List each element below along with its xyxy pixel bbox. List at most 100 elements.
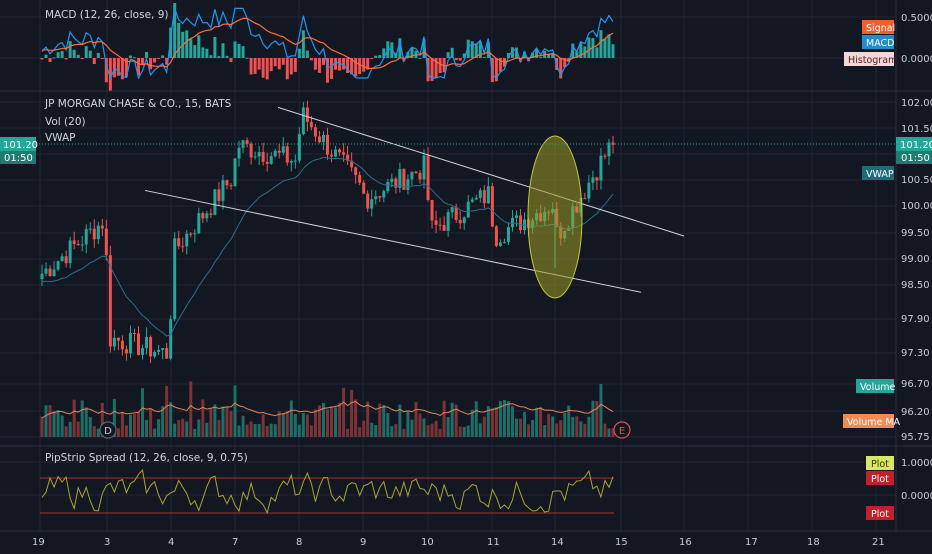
candle-body — [72, 240, 76, 244]
volume-bars — [40, 381, 615, 437]
svg-text:Plot: Plot — [871, 459, 889, 470]
volume-bar — [185, 421, 189, 437]
volume-bar — [124, 425, 128, 437]
candle-body — [398, 169, 402, 188]
svg-text:VWAP: VWAP — [866, 169, 894, 180]
spread-legend[interactable]: PipStrip Spread (12, 26, close, 9, 0.75) — [45, 452, 248, 464]
plot-badge-red-1[interactable]: Plot — [866, 471, 894, 485]
volume-legend[interactable]: Vol (20) — [45, 116, 86, 128]
macd-legend[interactable]: MACD (12, 26, close, 9) — [45, 9, 168, 21]
volume-bar — [442, 400, 446, 437]
histogram-bar — [261, 58, 265, 78]
volume-bar — [486, 406, 490, 437]
highlight-ellipse[interactable] — [527, 135, 583, 299]
volume-bar — [539, 406, 543, 437]
histogram-bar — [56, 52, 60, 58]
plot-badge-red-2[interactable]: Plot — [866, 506, 894, 520]
spread-line — [41, 469, 614, 515]
histogram-bar — [595, 47, 599, 58]
volume-bar — [430, 423, 434, 437]
time-tick: 14 — [551, 537, 564, 548]
volume-bar — [350, 389, 354, 437]
plot-badge-yellow[interactable]: Plot — [866, 456, 894, 470]
histogram-bar — [607, 34, 611, 58]
volume-bar — [571, 416, 575, 437]
last-price-badge[interactable]: 101.20 — [896, 137, 932, 151]
volume-badge[interactable]: Volume — [856, 379, 895, 393]
volume-bar — [514, 418, 518, 437]
earnings-marker[interactable]: E — [613, 421, 631, 439]
dividend-marker[interactable]: D — [99, 421, 117, 439]
candle-body — [157, 349, 161, 353]
volume-bar — [173, 423, 177, 437]
histogram-bar — [293, 58, 297, 72]
symbol-legend[interactable]: JP MORGAN CHASE & CO., 15, BATS — [44, 98, 232, 110]
countdown-badge: 01:50 — [896, 151, 932, 164]
histogram-bar — [321, 58, 325, 65]
volume-bar — [137, 412, 141, 437]
volume-bar — [555, 423, 559, 437]
candle-body — [169, 319, 173, 359]
time-axis[interactable]: 19 3 4 7 8 9 10 11 14 15 16 17 18 21 — [32, 537, 885, 548]
histogram-badge[interactable]: Histogram — [844, 52, 897, 66]
vwap-line — [41, 156, 614, 337]
vwap-legend[interactable]: VWAP — [45, 132, 76, 144]
candle-body — [410, 171, 414, 180]
volume-bar — [587, 416, 591, 437]
histogram-bar — [273, 58, 277, 67]
histogram-bar — [350, 58, 354, 75]
candle-body — [112, 337, 116, 347]
histogram-bar — [406, 52, 410, 58]
volume-bar — [217, 420, 221, 437]
volume-bar — [96, 428, 100, 437]
histogram-bar — [474, 43, 478, 58]
candle-body — [422, 155, 426, 180]
macd-pane[interactable]: MACD (12, 26, close, 9) — [40, 2, 615, 92]
candle-body — [181, 246, 185, 248]
candle-body — [366, 193, 370, 209]
volume-bar — [277, 411, 281, 437]
histogram-bar — [76, 54, 80, 58]
candle-body — [141, 348, 145, 355]
price-pane[interactable]: JP MORGAN CHASE & CO., 15, BATS Vol (20)… — [0, 98, 896, 439]
histogram-bar — [80, 58, 84, 59]
volume-bar — [313, 409, 317, 437]
histogram-bar — [173, 2, 177, 59]
volume-bar — [197, 419, 201, 437]
time-tick: 15 — [615, 537, 628, 548]
histogram-bar — [108, 58, 112, 92]
candle-body — [193, 233, 197, 235]
candle-body — [269, 156, 273, 164]
vwap-badge[interactable]: VWAP — [862, 166, 894, 180]
volume-bar — [193, 428, 197, 437]
macd-badge[interactable]: MACD — [862, 35, 894, 49]
histogram-bar — [52, 57, 56, 59]
candle-body — [438, 224, 442, 226]
volume-bar — [289, 400, 293, 437]
histogram-bar — [229, 58, 233, 63]
candle-body — [326, 134, 329, 155]
candle-body — [257, 152, 261, 157]
candle-body — [161, 348, 165, 350]
candle-body — [293, 160, 297, 162]
spread-pane[interactable]: PipStrip Spread (12, 26, close, 9, 0.75) — [40, 452, 614, 515]
signal-line — [41, 17, 614, 70]
histogram-bar — [213, 37, 217, 58]
volume-bar — [466, 425, 470, 437]
histogram-bar — [165, 58, 169, 65]
histogram-bar — [450, 47, 454, 58]
signal-badge[interactable]: Signal — [862, 20, 895, 34]
histogram-bar — [438, 58, 442, 74]
svg-text:01:50: 01:50 — [901, 153, 930, 164]
candle-body — [386, 181, 390, 192]
candle-body — [52, 269, 56, 276]
upper-trendline[interactable] — [277, 106, 685, 237]
candle-body — [466, 201, 470, 218]
histogram-bar — [48, 58, 52, 63]
volume-ma-badge[interactable]: Volume MA — [843, 414, 901, 428]
histogram-bar — [313, 58, 317, 70]
